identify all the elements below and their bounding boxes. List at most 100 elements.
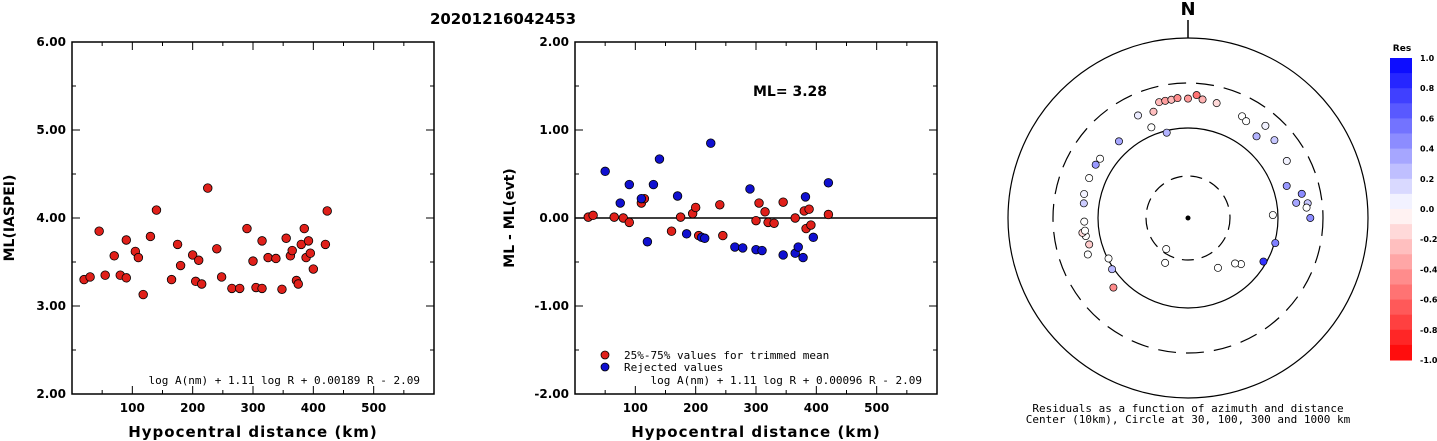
- panel1-xtick-label: 400: [301, 401, 326, 415]
- polar-point: [1096, 154, 1105, 163]
- panel1-point: [100, 270, 110, 280]
- panel2-point: [823, 178, 834, 188]
- colorbar-cell: [1390, 178, 1412, 195]
- polar-point: [1270, 136, 1279, 145]
- panel1-ytick-label: 3.00: [36, 299, 66, 313]
- colorbar-tick-label: -0.2: [1420, 235, 1437, 244]
- panel2-point: [609, 212, 619, 222]
- panel2-ytick-label: 2.00: [539, 35, 569, 49]
- panel2-point: [738, 243, 748, 253]
- panel1-point: [203, 183, 213, 193]
- panel2-point: [760, 207, 770, 217]
- panel2-point: [798, 252, 808, 263]
- polar-point: [1161, 258, 1170, 267]
- polar-point: [1242, 117, 1251, 126]
- panel1-point: [305, 248, 316, 258]
- panel2-ytick-label: -1.00: [534, 299, 569, 313]
- polar-point: [1080, 217, 1089, 226]
- panel2-xtick-label: 500: [864, 401, 889, 415]
- panel2-point: [730, 242, 740, 252]
- polar-point: [1079, 199, 1088, 208]
- panel1-point: [151, 205, 162, 215]
- colorbar-tick-label: -0.4: [1420, 265, 1437, 274]
- panel2-point: [588, 210, 598, 221]
- panel1-point: [242, 223, 252, 234]
- panel2-point: [754, 198, 764, 208]
- residual-colorbar: Res 1.0 0.8 0.6 0.4 0.2 0.0 -0.2 -0.4 -0.6 -0.8 -1…: [1390, 44, 1437, 365]
- panel2-xtick-label: 400: [804, 401, 829, 415]
- panel-ml-iaspei: 100 200 300 400 500 2.00 3.00 4.00 5.00 6.00 Hypo…: [2, 35, 435, 441]
- legend-label-rejected: Rejected values: [624, 361, 723, 374]
- colorbar-cell: [1390, 329, 1412, 346]
- panel1-point: [212, 244, 222, 254]
- colorbar-tick-label: -1.0: [1420, 356, 1437, 365]
- colorbar-cell: [1390, 269, 1412, 285]
- colorbar-cell: [1390, 58, 1412, 74]
- colorbar-cell: [1390, 103, 1412, 119]
- colorbar-tick-label: 1.0: [1420, 54, 1435, 63]
- panel1-ticks: 100 200 300 400 500 2.00 3.00 4.00 5.00 6.00: [36, 35, 434, 415]
- panel1-point: [172, 239, 183, 250]
- panel2-ylabel: ML - ML(evt): [502, 168, 518, 267]
- colorbar-cell: [1390, 209, 1412, 225]
- panel2-point: [666, 226, 677, 236]
- panel2-point: [778, 250, 788, 260]
- panel1-point: [299, 223, 309, 234]
- panel2-point: [715, 200, 725, 210]
- panel1-point: [263, 252, 273, 263]
- panel1-xtick-label: 500: [361, 401, 386, 415]
- polar-caption-line2: Center (10km), Circle at 30, 100, 300 an…: [1026, 413, 1351, 426]
- panel1-point: [187, 250, 198, 260]
- panel1-xtick-label: 100: [120, 401, 145, 415]
- panel1-ytick-label: 6.00: [36, 35, 66, 49]
- polar-point: [1231, 259, 1240, 268]
- circle-30km: [1145, 175, 1231, 261]
- panel2-point: [769, 218, 779, 228]
- polar-point: [1192, 91, 1201, 100]
- panel1-point: [271, 253, 281, 264]
- polar-point: [1173, 94, 1182, 103]
- panel1-ytick-label: 4.00: [36, 211, 66, 225]
- panel1-point: [293, 279, 303, 289]
- panel1-ytick-label: 2.00: [36, 387, 66, 401]
- panel1-point: [138, 289, 148, 300]
- circle-100km: [1097, 127, 1279, 309]
- panel1-xtick-label: 200: [180, 401, 205, 415]
- panel-ml-residual: 100 200 300 400 500 -2.00 -1.00 0.00 1.00 2.00 ML…: [502, 35, 938, 441]
- panel2-xtick-label: 200: [683, 401, 708, 415]
- polar-point: [1147, 123, 1156, 132]
- panel1-point: [227, 283, 237, 294]
- panel1-point: [320, 239, 331, 250]
- polar-point: [1162, 245, 1171, 254]
- colorbar-cell: [1390, 344, 1412, 361]
- panel2-point: [790, 213, 800, 223]
- panel1-point: [277, 284, 287, 294]
- polar-point: [1261, 121, 1270, 130]
- polar-point: [1104, 254, 1113, 263]
- panel2-ytick-label: 1.00: [539, 123, 569, 137]
- colorbar-cells: [1390, 58, 1412, 361]
- polar-point: [1271, 239, 1280, 247]
- panel2-point: [600, 166, 610, 177]
- legend-marker-rejected: [600, 362, 610, 372]
- panel1-point: [193, 255, 204, 265]
- panel2-ticks: 100 200 300 400 500 -2.00 -1.00 0.00 1.00 2.00: [534, 35, 937, 415]
- colorbar-cell: [1390, 133, 1412, 150]
- polar-point: [1162, 128, 1171, 137]
- panel1-ylabel: ML(IASPEI): [2, 175, 18, 262]
- panel1-xlabel: Hypocentral distance (km): [128, 423, 378, 441]
- colorbar-cell: [1390, 224, 1412, 240]
- polar-point: [1184, 94, 1192, 103]
- colorbar-ticks: 1.0 0.8 0.6 0.4 0.2 0.0 -0.2 -0.4 -0.6 -0.8 -1.0: [1420, 54, 1437, 365]
- panel2-ytick-label: 0.00: [539, 211, 569, 225]
- colorbar-tick-label: 0.4: [1420, 145, 1435, 154]
- colorbar-tick-label: 0.8: [1420, 84, 1435, 93]
- panel2-point: [757, 245, 767, 256]
- panel2-point: [672, 191, 683, 201]
- polar-point: [1108, 265, 1117, 274]
- panel2-point: [808, 232, 819, 243]
- polar-point: [1115, 137, 1123, 146]
- colorbar-cell: [1390, 88, 1412, 104]
- page-title: 20201216042453: [430, 10, 576, 28]
- polar-point: [1080, 190, 1089, 198]
